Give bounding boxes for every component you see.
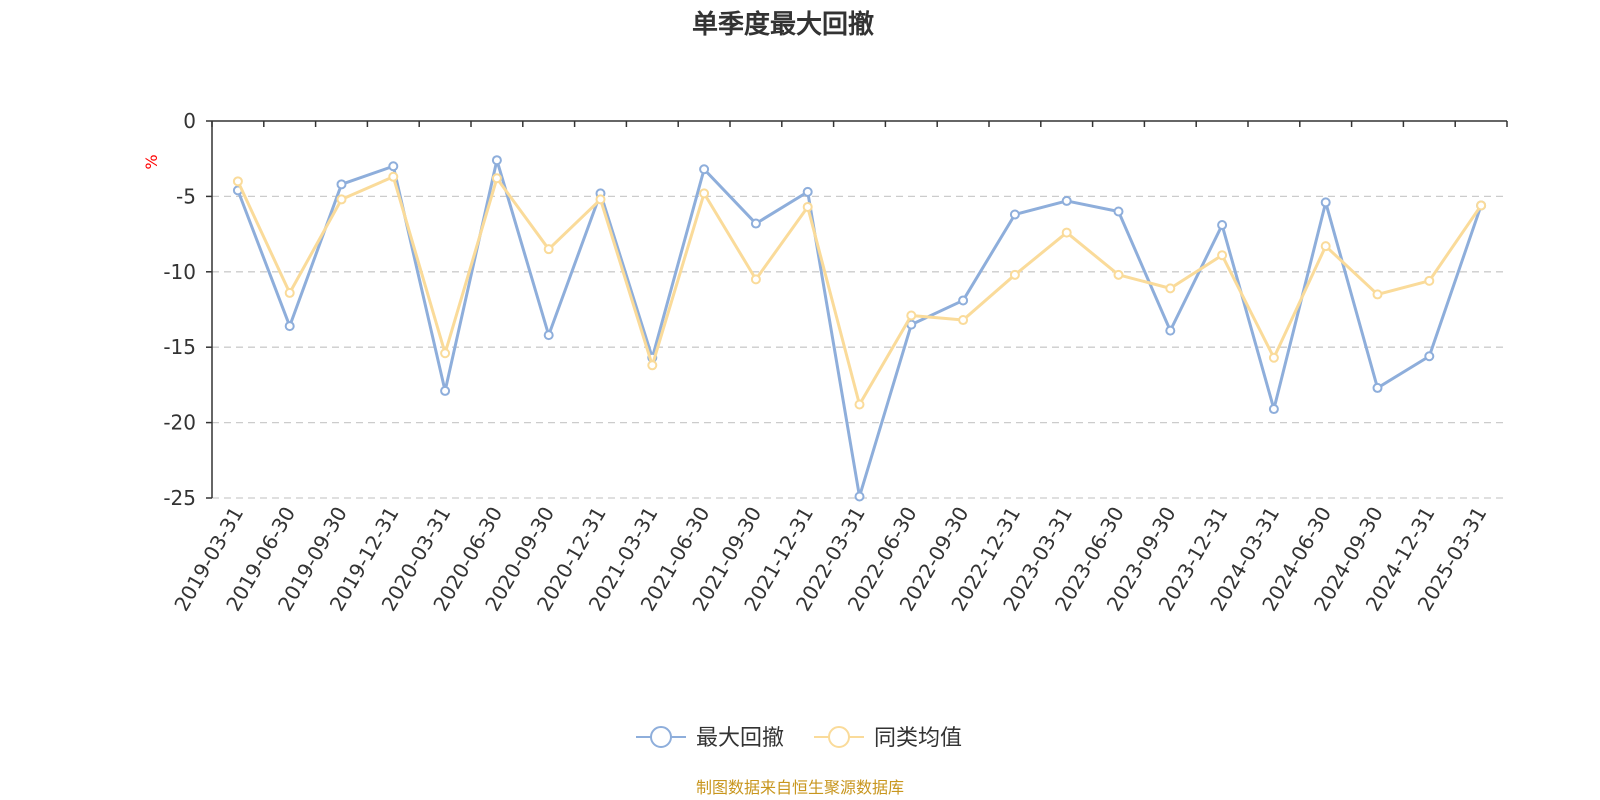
data-point[interactable] <box>647 360 658 371</box>
legend-label: 最大回撤 <box>696 726 784 751</box>
data-point[interactable] <box>699 188 710 199</box>
data-point[interactable] <box>1113 269 1124 280</box>
data-point[interactable] <box>491 173 502 184</box>
series-1 <box>232 155 1487 502</box>
series-line <box>236 158 1483 498</box>
series-lines <box>232 155 1487 502</box>
y-axis-unit: % <box>142 154 161 169</box>
x-tick-labels: 2019-03-312019-06-302019-09-302019-12-31… <box>169 502 1491 615</box>
series-2 <box>232 171 1487 410</box>
data-point[interactable] <box>336 194 347 205</box>
data-point[interactable] <box>1320 241 1331 252</box>
data-point[interactable] <box>336 179 347 190</box>
axes <box>206 120 1508 499</box>
data-point[interactable] <box>284 321 295 332</box>
data-point[interactable] <box>1476 200 1487 211</box>
legend-circle-icon <box>828 726 850 748</box>
y-tick-labels: 0 -5 -10 -15 -20 -25 <box>163 109 196 510</box>
data-point[interactable] <box>1424 275 1435 286</box>
data-point[interactable] <box>1009 269 1020 280</box>
y-tick-label: -10 <box>163 260 196 284</box>
data-point[interactable] <box>1165 283 1176 294</box>
data-point[interactable] <box>958 295 969 306</box>
y-tick-label: -25 <box>163 486 196 510</box>
data-point[interactable] <box>750 218 761 229</box>
data-point[interactable] <box>388 171 399 182</box>
data-point[interactable] <box>1268 352 1279 363</box>
data-point[interactable] <box>906 310 917 321</box>
data-point[interactable] <box>854 491 865 502</box>
legend-item-2[interactable]: 同类均值 <box>814 726 962 751</box>
data-point[interactable] <box>750 274 761 285</box>
series-line <box>236 175 1483 407</box>
data-point[interactable] <box>491 155 502 166</box>
data-point[interactable] <box>1372 289 1383 300</box>
data-point[interactable] <box>1424 351 1435 362</box>
data-point[interactable] <box>388 161 399 172</box>
data-point[interactable] <box>1165 325 1176 336</box>
legend[interactable]: 最大回撤 同类均值 <box>636 726 962 751</box>
data-point[interactable] <box>284 287 295 298</box>
legend-item-1[interactable]: 最大回撤 <box>636 726 784 751</box>
data-point[interactable] <box>1113 206 1124 217</box>
y-tick-label: -15 <box>163 335 196 359</box>
legend-label: 同类均值 <box>874 726 962 751</box>
data-point[interactable] <box>802 186 813 197</box>
data-point[interactable] <box>440 385 451 396</box>
data-point[interactable] <box>232 176 243 187</box>
data-point[interactable] <box>1061 227 1072 238</box>
data-point[interactable] <box>1372 382 1383 393</box>
data-source-note: 制图数据来自恒生聚源数据库 <box>696 778 904 797</box>
data-point[interactable] <box>1009 209 1020 220</box>
data-point[interactable] <box>1217 250 1228 261</box>
data-point[interactable] <box>958 315 969 326</box>
data-point[interactable] <box>440 348 451 359</box>
data-point[interactable] <box>1320 197 1331 208</box>
y-tick-label: -20 <box>163 411 196 435</box>
data-point[interactable] <box>595 194 606 205</box>
legend-circle-icon <box>650 726 672 748</box>
y-tick-label: 0 <box>183 109 196 133</box>
data-point[interactable] <box>543 244 554 255</box>
data-point[interactable] <box>1217 220 1228 231</box>
data-point[interactable] <box>1268 404 1279 415</box>
grid-lines <box>212 195 1507 499</box>
chart-title: 单季度最大回撤 <box>692 9 874 40</box>
data-point[interactable] <box>854 399 865 410</box>
y-tick-label: -5 <box>176 184 196 208</box>
data-point[interactable] <box>1061 195 1072 206</box>
data-point[interactable] <box>699 164 710 175</box>
data-point[interactable] <box>802 201 813 212</box>
data-point[interactable] <box>543 330 554 341</box>
